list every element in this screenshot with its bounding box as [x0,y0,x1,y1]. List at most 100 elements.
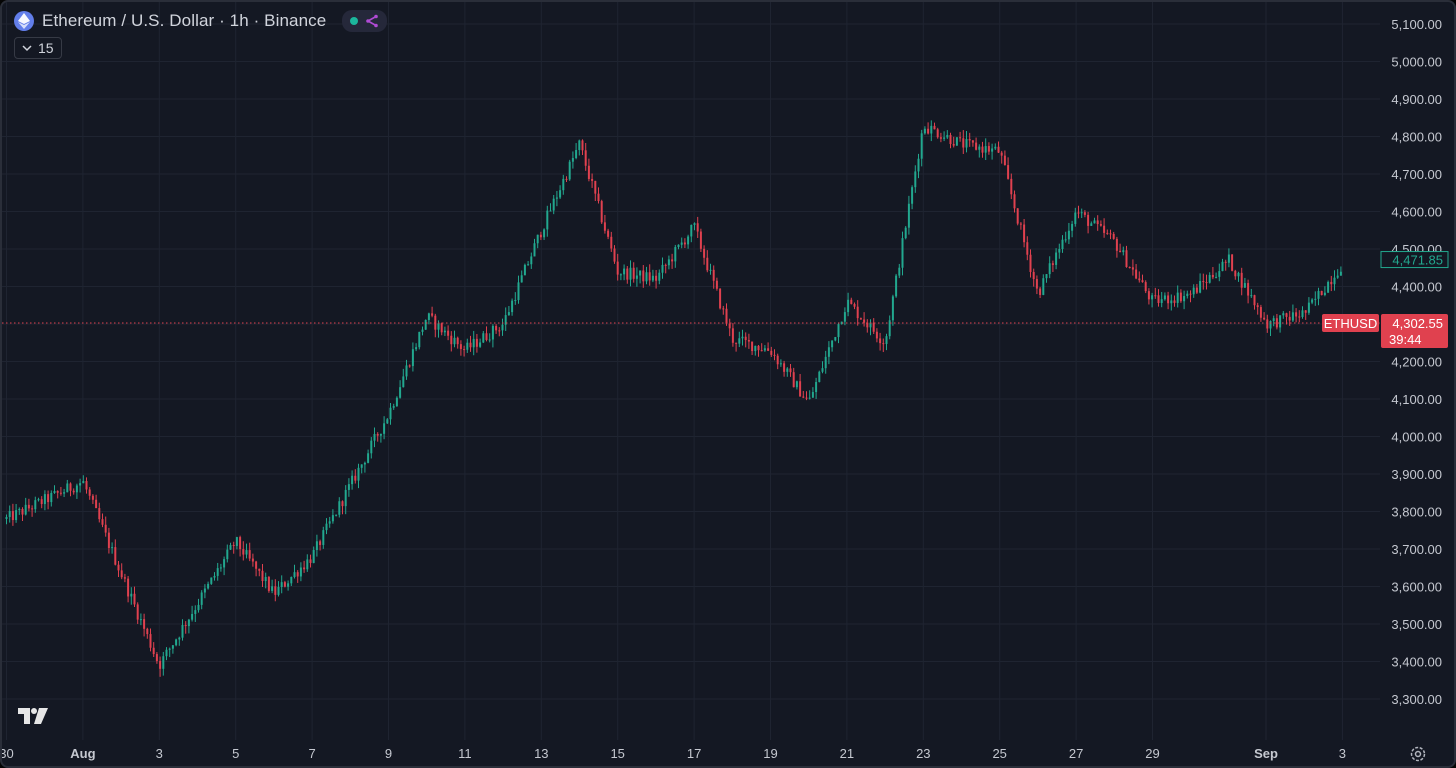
candle-down [968,138,971,141]
candle-down [98,508,101,520]
candle-down [376,433,379,436]
candle-up [639,270,642,276]
candle-down [1000,152,1003,156]
candle-down [283,582,286,587]
candle-up [1090,223,1093,226]
price-axis-tick: 3,400.00 [1391,655,1442,670]
candle-down [456,337,459,345]
tradingview-logo-icon[interactable] [18,706,50,731]
candle-down [1205,282,1208,284]
candle-up [1282,313,1285,316]
candle-down [613,248,616,262]
candle-up [815,382,818,393]
candle-down [1029,254,1032,272]
candle-up [415,347,418,350]
candle-down [616,261,619,275]
candle-up [818,371,821,383]
candle-up [520,275,523,283]
candle-up [821,368,824,372]
candle-up [824,356,827,369]
candle-up [619,274,622,276]
candle-up [1307,302,1310,313]
candle-down [879,338,882,344]
candle-up [245,550,248,555]
candle-up [43,494,46,505]
candle-up [1058,248,1061,253]
time-axis-tick: 5 [232,746,239,761]
candle-down [485,333,488,340]
candle-up [930,125,933,134]
candle-up [738,338,741,344]
candle-down [1189,293,1192,295]
candle-down [258,568,261,571]
candle-up [191,613,194,620]
candle-up [1064,239,1067,241]
collapse-indicators-button[interactable]: 15 [14,37,62,59]
status-pill[interactable] [342,10,388,32]
candle-down [728,323,731,329]
candle-up [1269,321,1272,329]
candle-down [731,328,734,343]
candle-up [181,624,184,638]
candle-down [594,180,597,194]
time-axis-tick: Aug [70,746,95,761]
candle-up [479,342,482,347]
candle-up [1272,318,1275,322]
candle-down [261,570,264,582]
candle-down [1010,178,1013,195]
candle-down [1077,212,1080,214]
candle-down [1128,267,1131,269]
candle-up [1227,254,1230,263]
candle-up [901,238,904,268]
bar-countdown-label: 39:44 [1389,332,1422,347]
candle-down [1039,288,1042,295]
candle-down [757,345,760,351]
candle-up [290,576,293,584]
candle-down [747,340,750,342]
candle-up [991,148,994,152]
candle-up [226,549,229,560]
candle-up [1218,271,1221,277]
candle-down [267,576,270,591]
time-axis-tick: 29 [1145,746,1159,761]
candle-down [783,363,786,372]
candle-up [895,275,898,297]
candle-up [1215,276,1218,278]
candle-down [699,231,702,249]
candle-up [1192,287,1195,295]
candle-up [847,299,850,313]
candle-up [507,312,510,316]
candle-down [744,336,747,341]
candle-up [187,619,190,627]
candle-up [1327,281,1330,293]
symbol-tag-label: ETHUSD [1324,316,1377,331]
candle-up [379,433,382,436]
candle-up [178,637,181,640]
candle-down [1275,318,1278,328]
candle-down [856,306,859,319]
candle-up [965,138,968,148]
candle-up [555,197,558,199]
candle-up [1323,292,1326,296]
candle-down [933,125,936,130]
candle-up [1176,292,1179,303]
candle-up [325,523,328,531]
candle-up [1160,299,1163,304]
candle-up [517,282,520,301]
candle-up [661,264,664,273]
candle-up [1314,298,1317,300]
symbol-title[interactable]: Ethereum / U.S. Dollar · 1h · Binance [42,11,327,30]
candle-up [923,128,926,134]
candle-down [1240,272,1243,288]
candle-up [437,323,440,330]
candle-down [802,396,805,398]
settings-gear-icon[interactable] [1408,744,1428,764]
candle-up [235,537,238,546]
candle-up [1237,272,1240,277]
candle-up [543,229,546,238]
candle-up [984,146,987,153]
candle-up [831,340,834,348]
candle-down [459,344,462,350]
